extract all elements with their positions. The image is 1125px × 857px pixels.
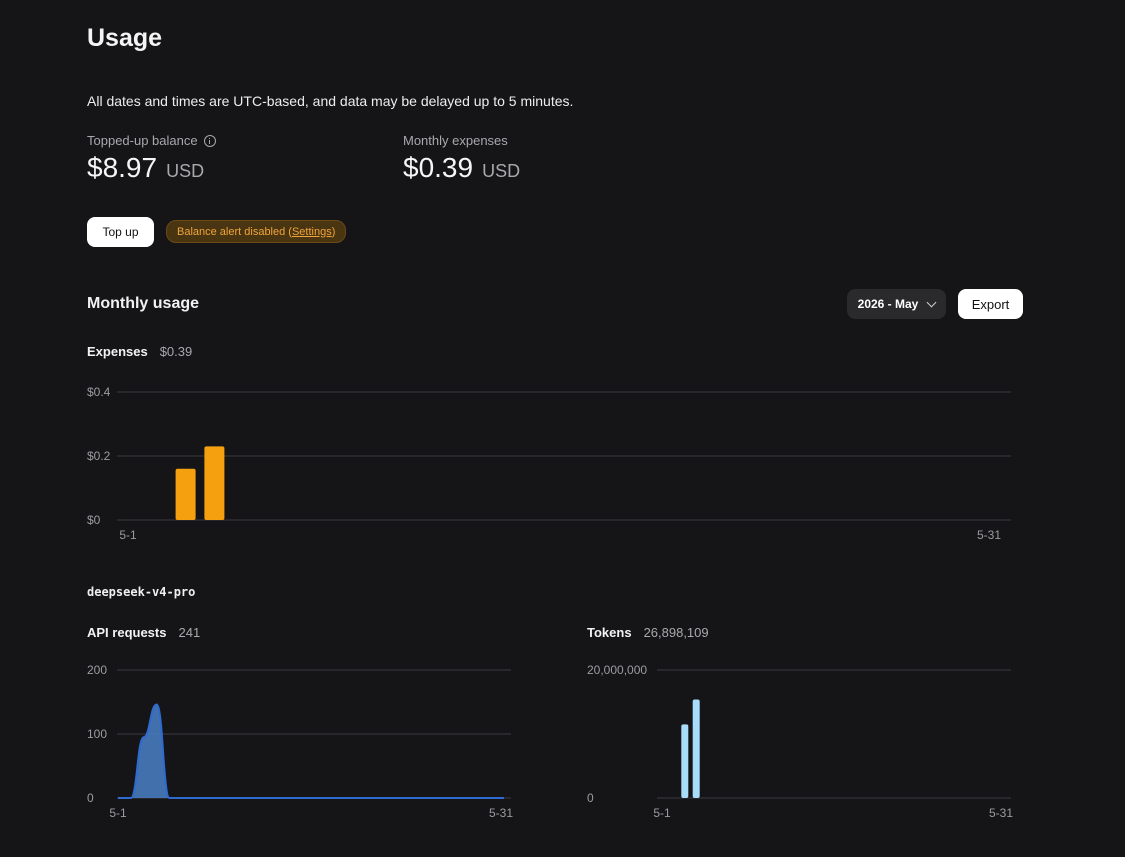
month-select[interactable]: 2026 - May [847, 289, 946, 319]
expenses-chart: $0 $0.2 $0.4 5-1 5-31 [87, 385, 1011, 542]
balance-value: $8.97 [87, 152, 158, 183]
api-requests-y-tick-label: 200 [87, 663, 107, 677]
api-requests-chart: 0 100 200 5-1 5-31 [87, 663, 513, 820]
tokens-x-tick-label: 5-31 [989, 806, 1013, 820]
expenses-y-tick-label: $0 [87, 513, 101, 527]
api-requests-y-tick-label: 100 [87, 727, 107, 741]
expenses-x-tick-label: 5-31 [977, 528, 1001, 542]
tokens-y-tick-label: 0 [587, 791, 594, 805]
tokens-bar[interactable] [681, 724, 689, 798]
expenses-label: Monthly expenses [403, 133, 508, 148]
expenses-chart-header: Expenses $0.39 [87, 344, 192, 359]
tokens-x-tick-label: 5-1 [653, 806, 671, 820]
api-requests-area[interactable] [118, 704, 504, 798]
settings-link[interactable]: Settings [291, 225, 332, 238]
tokens-bar[interactable] [692, 699, 700, 798]
api-requests-chart-title: API requests [87, 625, 167, 640]
balance-label: Topped-up balance [87, 133, 198, 148]
tokens-chart-title: Tokens [587, 625, 632, 640]
expenses-chart-title: Expenses [87, 344, 148, 359]
tokens-y-tick-label: 20,000,000 [587, 663, 647, 677]
expenses-stat: Monthly expenses $0.39 USD [403, 133, 520, 184]
expenses-y-tick-label: $0.4 [87, 385, 111, 399]
expenses-unit: USD [482, 161, 521, 181]
chevron-down-icon [926, 297, 937, 307]
expenses-chart-total: $0.39 [159, 344, 193, 359]
api-requests-y-tick-label: 0 [87, 791, 94, 805]
expenses-bar[interactable] [175, 468, 196, 520]
delay-notice: All dates and times are UTC-based, and d… [87, 93, 574, 109]
api-requests-chart-header: API requests 241 [87, 625, 200, 640]
top-up-button[interactable]: Top up [87, 217, 154, 247]
api-requests-line [117, 703, 504, 799]
monthly-usage-title: Monthly usage [87, 295, 200, 312]
month-select-value: 2026 - May [857, 297, 919, 311]
api-requests-x-tick-label: 5-1 [109, 806, 127, 820]
api-requests-chart-total: 241 [178, 625, 201, 640]
tokens-chart-total: 26,898,109 [643, 625, 709, 640]
info-icon[interactable] [203, 134, 216, 147]
page-title: Usage [87, 24, 163, 52]
tokens-chart-header: Tokens 26,898,109 [587, 625, 709, 640]
expenses-bar[interactable] [204, 446, 225, 520]
expenses-x-tick-label: 5-1 [119, 528, 137, 542]
api-requests-x-tick-label: 5-31 [489, 806, 513, 820]
export-button[interactable]: Export [958, 289, 1023, 319]
balance-alert-badge: Balance alert disabled (Settings) [166, 220, 347, 243]
model-name: deepseek-v4-pro [87, 585, 196, 599]
balance-unit: USD [166, 161, 205, 181]
balance-stat: Topped-up balance $8.97 USD [87, 133, 216, 184]
expenses-y-tick-label: $0.2 [87, 449, 111, 463]
tokens-chart: 0 20,000,000 5-1 5-31 [587, 663, 1013, 820]
expenses-value: $0.39 [403, 152, 474, 183]
